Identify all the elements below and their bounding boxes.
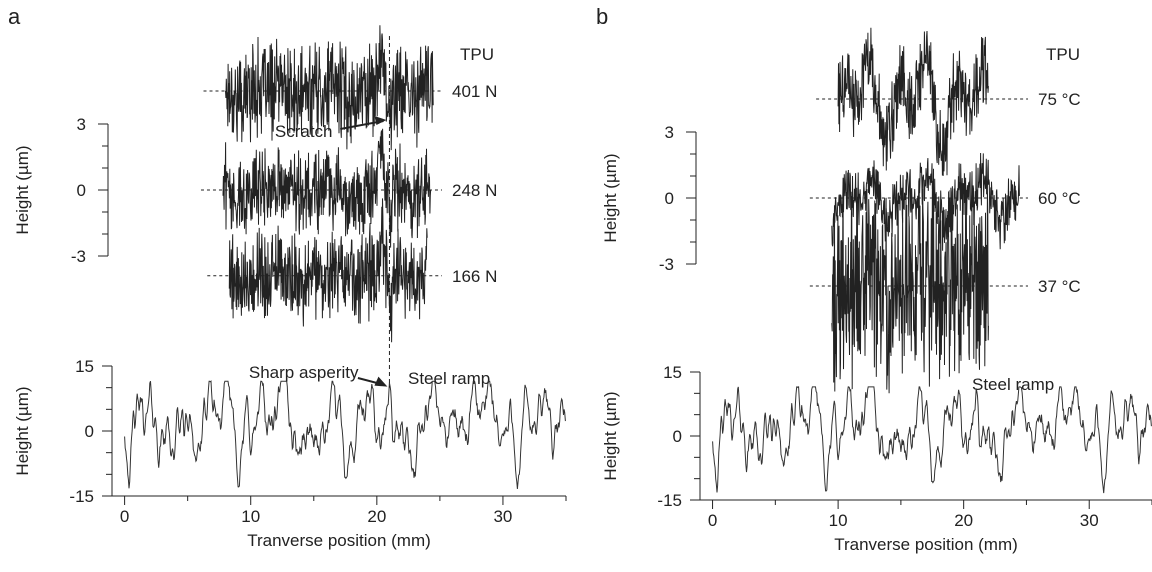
ramp-x-tick-label: 30 [1080,511,1099,530]
ramp-y-tick-label: 15 [75,357,94,376]
tpu-trace [222,128,432,248]
ramp-x-axis-label: Tranverse position (mm) [247,531,431,550]
ramp-y-tick-label: -15 [69,487,94,506]
tpu-y-tick-label: -3 [71,247,86,266]
ramp-x-tick-label: 10 [241,507,260,526]
tpu-y-tick-label: 3 [665,123,674,142]
tpu-trace-label: 60 °C [1038,189,1081,208]
tpu-y-axis-label: Height (µm) [601,153,620,242]
ramp-x-tick-label: 0 [708,511,717,530]
ramp-trace [124,380,566,490]
tpu-group-label: TPU [1046,45,1080,64]
tpu-trace-label: 401 N [452,82,497,101]
ramp-title: Steel ramp [972,375,1054,394]
tpu-trace-label: 37 °C [1038,277,1081,296]
tpu-trace [831,152,1021,251]
ramp-plot: 15 0 -15 0 10 20 30 Tranverse position (mm) Heig… [13,357,567,550]
tpu-group-label: TPU [460,45,494,64]
ramp-y-tick-label: 0 [673,427,682,446]
tpu-plot: 3 0 -3 Height (µm) TPU 401 N 248 N 166 N [13,25,497,343]
panel-b-letter: b [596,4,608,29]
ramp-x-axis-label: Tranverse position (mm) [834,535,1018,554]
ramp-x-tick-label: 30 [493,507,512,526]
ramp-plot: 15 0 -15 0 10 20 30 Tranverse position (mm) Heig… [601,363,1152,554]
tpu-trace [837,27,989,176]
ramp-trace [712,385,1152,494]
tpu-y-tick-label: 0 [77,181,86,200]
asperity-arrow-head [374,376,388,387]
ramp-x-tick-label: 0 [120,507,129,526]
tpu-trace [228,198,428,343]
ramp-y-axis-label: Height (µm) [601,391,620,480]
panel-a-letter: a [8,4,21,29]
ramp-y-tick-label: -15 [657,491,682,510]
ramp-y-tick-label: 0 [85,422,94,441]
ramp-x-tick-label: 10 [829,511,848,530]
tpu-trace-label: 248 N [452,181,497,200]
tpu-plot: 3 0 -3 Height (µm) TPU 75 °C 60 °C 37 °C [601,27,1081,394]
asperity-annotation: Sharp asperity [249,363,359,382]
tpu-y-tick-label: 0 [665,189,674,208]
tpu-y-axis-label: Height (µm) [13,145,32,234]
scratch-annotation: Scratch [275,122,333,141]
ramp-y-tick-label: 15 [663,363,682,382]
ramp-x-tick-label: 20 [954,511,973,530]
tpu-trace [831,168,989,394]
ramp-y-axis-label: Height (µm) [13,386,32,475]
scratch-arrow-head [374,116,387,125]
ramp-x-tick-label: 20 [367,507,386,526]
tpu-trace-label: 75 °C [1038,90,1081,109]
tpu-trace-label: 166 N [452,267,497,286]
ramp-title: Steel ramp [408,369,490,388]
tpu-y-tick-label: -3 [659,255,674,274]
tpu-y-tick-label: 3 [77,115,86,134]
tpu-trace [225,25,434,151]
